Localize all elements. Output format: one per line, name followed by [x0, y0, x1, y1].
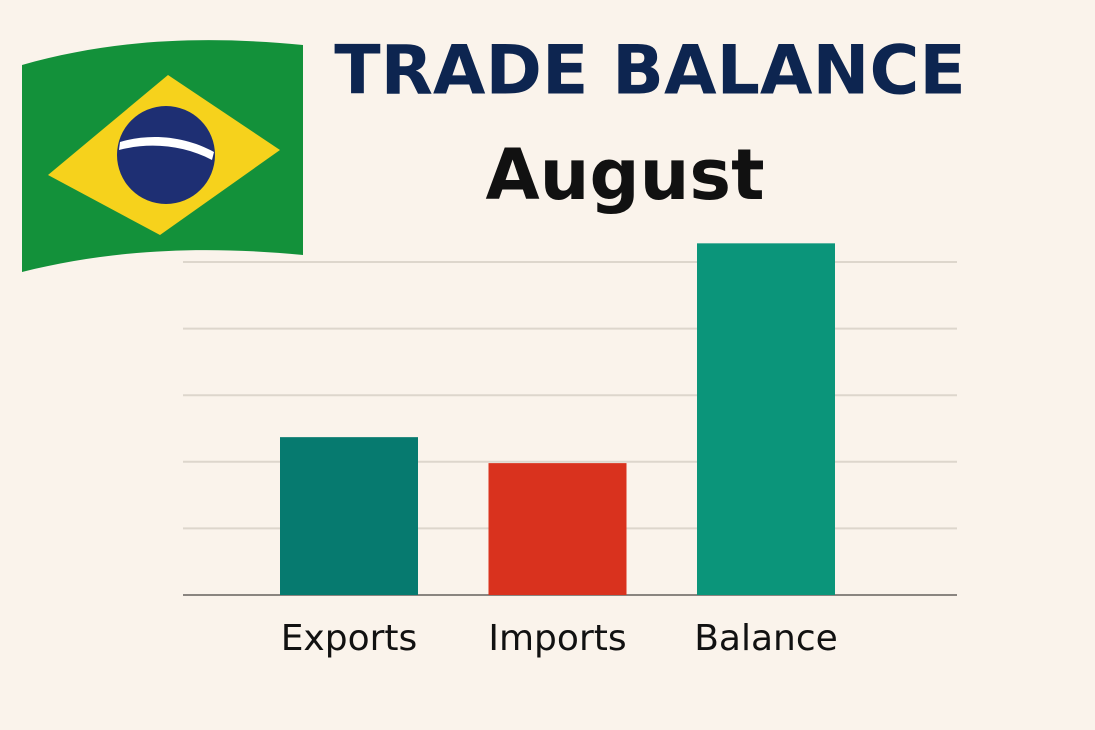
x-tick-label: Exports [281, 618, 418, 659]
x-tick-label: Balance [694, 618, 838, 659]
bar [697, 243, 835, 595]
bar [280, 437, 418, 595]
chart-title: TRADE BALANCE [334, 32, 966, 111]
chart-subtitle: August [485, 134, 764, 216]
brazil-flag [22, 40, 303, 273]
x-tick-label: Imports [488, 618, 626, 659]
bar [488, 463, 627, 595]
